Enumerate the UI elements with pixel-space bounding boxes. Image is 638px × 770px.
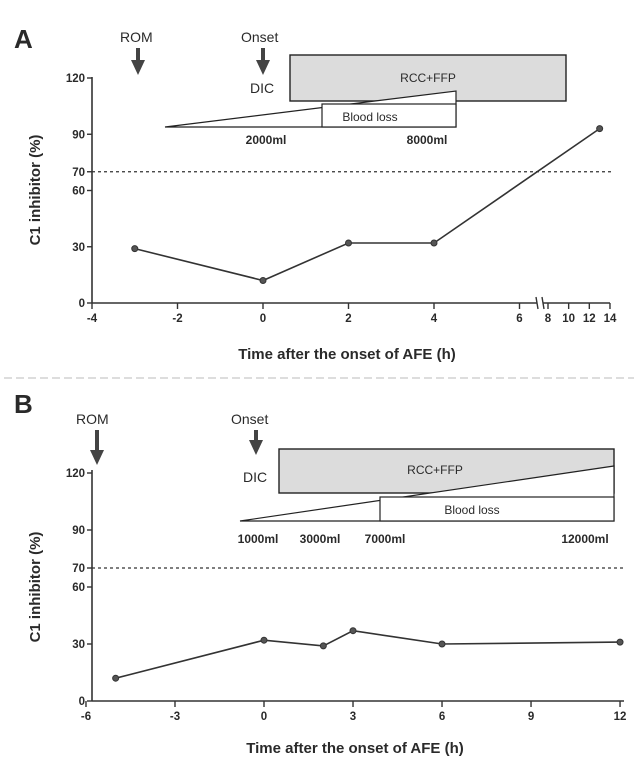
panel-b-label: B — [14, 389, 33, 419]
onset-label: Onset — [241, 29, 278, 45]
y-tick-label: 70 — [72, 563, 85, 575]
y-axis-title: C1 inhibitor (%) — [27, 532, 44, 643]
blood-loss-label: Blood loss — [342, 110, 397, 124]
y-tick-label: 30 — [72, 242, 85, 254]
y-tick-label: 70 — [72, 167, 85, 179]
treatment-box — [278, 448, 615, 494]
data-point — [259, 277, 267, 284]
treatment-label: RCC+FFP — [400, 71, 456, 85]
y-tick-label: 30 — [72, 639, 85, 651]
data-point — [438, 640, 446, 648]
data-point — [596, 125, 604, 133]
y-ticks: 0 30 60 70 90 120 — [66, 73, 92, 310]
blood-loss-mark-1: 1000ml — [238, 532, 279, 546]
y-tick-label: 0 — [79, 298, 85, 310]
onset-arrow-icon — [256, 48, 270, 75]
x-axis-title: Time after the onset of AFE (h) — [246, 740, 464, 757]
x-tick-label: 0 — [260, 313, 266, 325]
y-tick-label: 120 — [66, 468, 85, 480]
data-point — [349, 627, 357, 635]
data-series — [112, 627, 624, 682]
blood-loss-mark-1: 2000ml — [246, 133, 287, 147]
blood-loss-mark-4: 12000ml — [561, 532, 608, 546]
dic-label: DIC — [250, 80, 274, 96]
y-tick-label: 90 — [72, 525, 85, 537]
data-point — [616, 638, 624, 646]
x-ticks: -4 -2 0 2 4 6 8 10 12 14 — [87, 303, 617, 325]
blood-loss-mark-2: 8000ml — [407, 133, 448, 147]
y-tick-label: 120 — [66, 73, 85, 85]
rom-arrow-icon — [131, 48, 145, 75]
x-tick-label: -2 — [172, 313, 182, 325]
y-tick-label: 0 — [79, 696, 85, 708]
data-series — [131, 125, 604, 284]
blood-loss-box — [379, 496, 615, 522]
onset-arrow-icon — [249, 430, 263, 455]
blood-loss-mark-3: 7000ml — [365, 532, 406, 546]
blood-loss-box — [321, 103, 457, 128]
x-tick-label: 3 — [350, 711, 356, 723]
x-tick-label: 6 — [439, 711, 445, 723]
blood-loss-mark-2: 3000ml — [300, 532, 341, 546]
rom-label: ROM — [76, 411, 109, 427]
x-tick-label: -3 — [170, 711, 180, 723]
x-tick-label: 14 — [604, 313, 617, 325]
y-tick-label: 60 — [72, 186, 85, 198]
x-axis-title: Time after the onset of AFE (h) — [238, 346, 456, 363]
panel-a: A ROM Onset DIC RCC+FFP Blood loss 2000m… — [14, 24, 617, 363]
data-point — [131, 245, 139, 253]
x-tick-label: -4 — [87, 313, 98, 325]
x-tick-label: 9 — [528, 711, 534, 723]
x-ticks: -6 -3 0 3 6 9 12 — [81, 701, 627, 723]
data-point — [319, 642, 327, 650]
y-ticks: 0 30 60 70 90 120 — [66, 468, 92, 708]
panel-b: B ROM Onset DIC RCC+FFP Blood loss 1000m… — [14, 389, 626, 757]
data-point — [430, 239, 438, 247]
data-point — [112, 674, 120, 682]
x-tick-label: 10 — [562, 313, 575, 325]
x-tick-label: -6 — [81, 711, 91, 723]
x-axis-break-icon — [535, 296, 545, 310]
x-tick-label: 8 — [545, 313, 552, 325]
x-tick-label: 12 — [614, 711, 627, 723]
series-line — [115, 629, 621, 679]
x-tick-label: 6 — [516, 313, 522, 325]
x-tick-label: 4 — [431, 313, 438, 325]
panel-a-label: A — [14, 24, 33, 54]
data-point — [260, 636, 268, 644]
blood-loss-label: Blood loss — [444, 503, 499, 517]
dic-label: DIC — [243, 469, 267, 485]
data-point — [345, 239, 352, 247]
rom-arrow-icon — [90, 430, 104, 465]
y-tick-label: 90 — [72, 129, 85, 141]
x-tick-label: 0 — [261, 711, 267, 723]
y-tick-label: 60 — [72, 582, 85, 594]
onset-label: Onset — [231, 411, 268, 427]
y-axis-title: C1 inhibitor (%) — [27, 135, 44, 246]
x-tick-label: 12 — [583, 313, 596, 325]
treatment-label: RCC+FFP — [407, 463, 463, 477]
rom-label: ROM — [120, 29, 153, 45]
series-line — [134, 127, 601, 282]
x-tick-label: 2 — [345, 313, 351, 325]
